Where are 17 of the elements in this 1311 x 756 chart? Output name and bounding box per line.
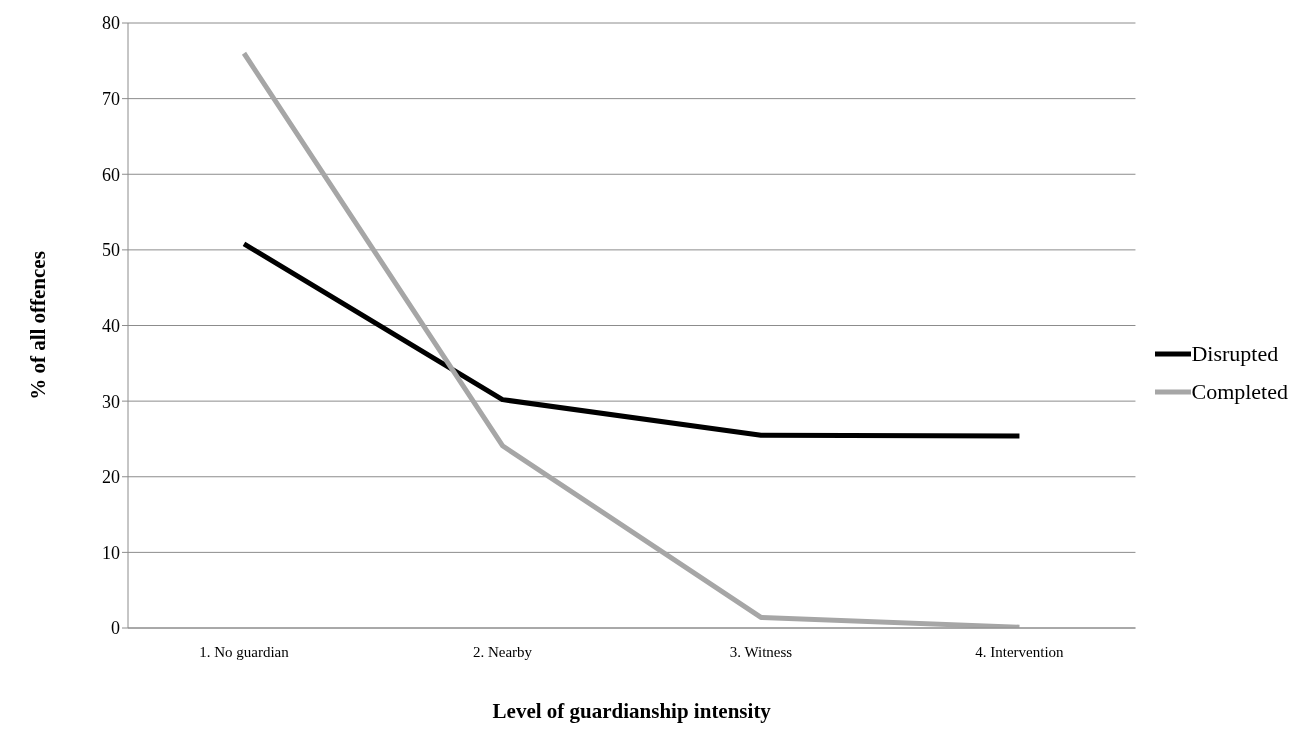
y-tick-label: 40 — [102, 315, 120, 336]
y-tick-label: 70 — [102, 89, 120, 110]
y-axis-title: % of all offences — [26, 251, 51, 400]
x-axis-title: Level of guardianship intensity — [492, 699, 772, 723]
y-tick-label: 60 — [102, 164, 120, 185]
x-tick-label: 3. Witness — [729, 643, 793, 660]
x-tick-label: 4. Intervention — [975, 643, 1065, 660]
legend-label: Disrupted — [1191, 341, 1279, 367]
y-tick-label: 30 — [102, 391, 120, 412]
y-tick-label: 20 — [102, 467, 120, 488]
legend-label: Completed — [1191, 379, 1288, 405]
y-tick-label: 0 — [111, 618, 120, 639]
y-tick-label: 80 — [102, 13, 120, 34]
y-tick-label: 50 — [102, 240, 120, 261]
x-tick-label: 1. No guardian — [199, 643, 290, 660]
y-tick-label: 10 — [102, 542, 120, 563]
x-tick-label: 2. Nearby — [472, 643, 533, 660]
